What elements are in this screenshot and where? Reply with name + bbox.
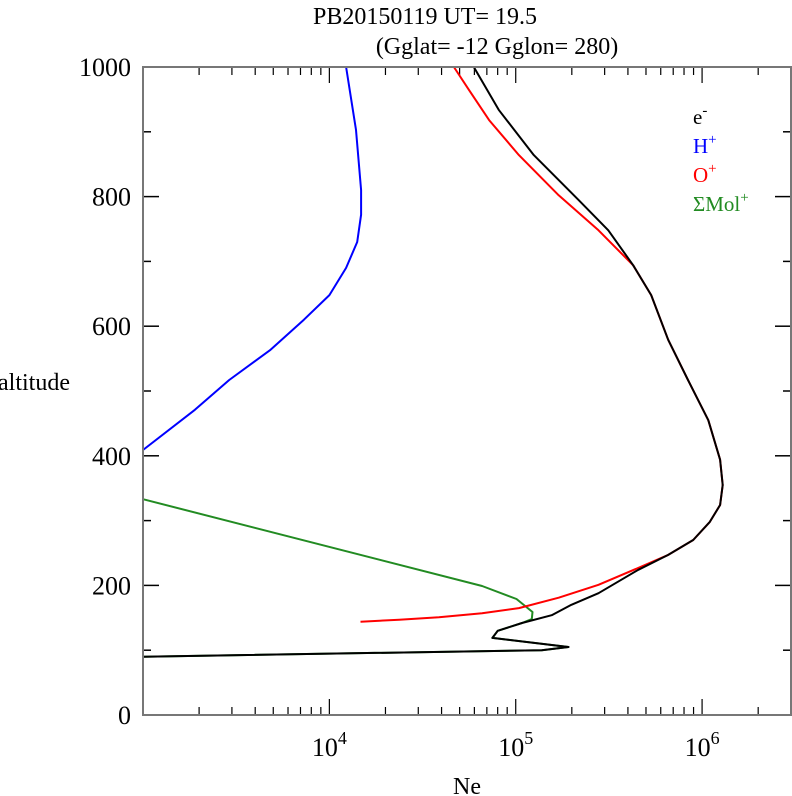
legend-entry: e- [693, 103, 707, 129]
y-tick-label: 1000 [79, 53, 131, 82]
plot-frame [142, 66, 792, 716]
legend-entry: H+ [693, 132, 717, 158]
y-tick-label: 400 [92, 442, 131, 471]
y-axis-label: altitude [0, 370, 70, 396]
x-axis-label: Ne [453, 774, 481, 796]
y-tick-label: 600 [92, 312, 131, 341]
chart-title: PB20150119 UT= 19.5 [313, 4, 537, 30]
chart-subtitle: (Gglat= -12 Gglon= 280) [376, 34, 618, 60]
series-line-h [142, 66, 363, 451]
x-tick-label: 106 [685, 728, 720, 762]
legend-entry: O+ [693, 161, 717, 187]
y-tick-label: 800 [92, 183, 131, 212]
y-tick-label: 200 [92, 571, 131, 600]
series-line-o [360, 66, 724, 623]
x-tick-label: 105 [498, 728, 533, 762]
x-tick-label: 104 [312, 728, 347, 762]
y-tick-label: 0 [118, 701, 131, 730]
series-line-e [142, 66, 724, 658]
series-line-mol [142, 498, 570, 658]
legend-entry: ΣMol+ [693, 190, 749, 216]
